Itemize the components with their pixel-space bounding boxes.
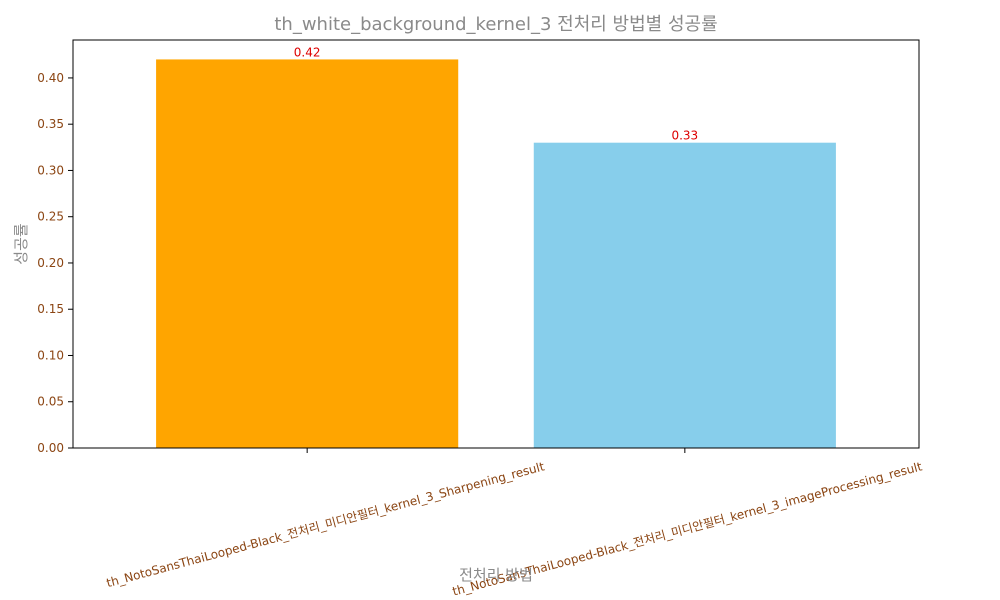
y-tick-label: 0.35 bbox=[37, 117, 64, 131]
data-labels-group: 0.42 0.33 bbox=[294, 45, 698, 142]
y-tick-label: 0.20 bbox=[37, 256, 64, 270]
plot-frame bbox=[72, 39, 920, 449]
bar bbox=[156, 59, 459, 449]
bar bbox=[533, 142, 836, 448]
bar-value-label: 0.33 bbox=[671, 129, 698, 143]
y-tick-label: 0.00 bbox=[37, 441, 64, 455]
x-axis-label: 전처리 방법 bbox=[459, 566, 533, 584]
y-axis: 0.00 0.05 0.10 0.15 0.20 0.25 0.30 0.35 0.40 bbox=[37, 71, 73, 455]
bars-group bbox=[156, 59, 836, 449]
y-tick-label: 0.05 bbox=[37, 395, 64, 409]
y-tick-label: 0.10 bbox=[37, 348, 64, 362]
y-axis-label: 성공률 bbox=[12, 223, 30, 265]
chart-title: th_white_background_kernel_3 전처리 방법별 성공률 bbox=[274, 14, 717, 35]
y-tick-label: 0.15 bbox=[37, 302, 64, 316]
y-tick-label: 0.30 bbox=[37, 163, 64, 177]
bar-value-label: 0.42 bbox=[294, 45, 321, 59]
y-tick-label: 0.25 bbox=[37, 210, 64, 224]
y-tick-label: 0.40 bbox=[37, 71, 64, 85]
